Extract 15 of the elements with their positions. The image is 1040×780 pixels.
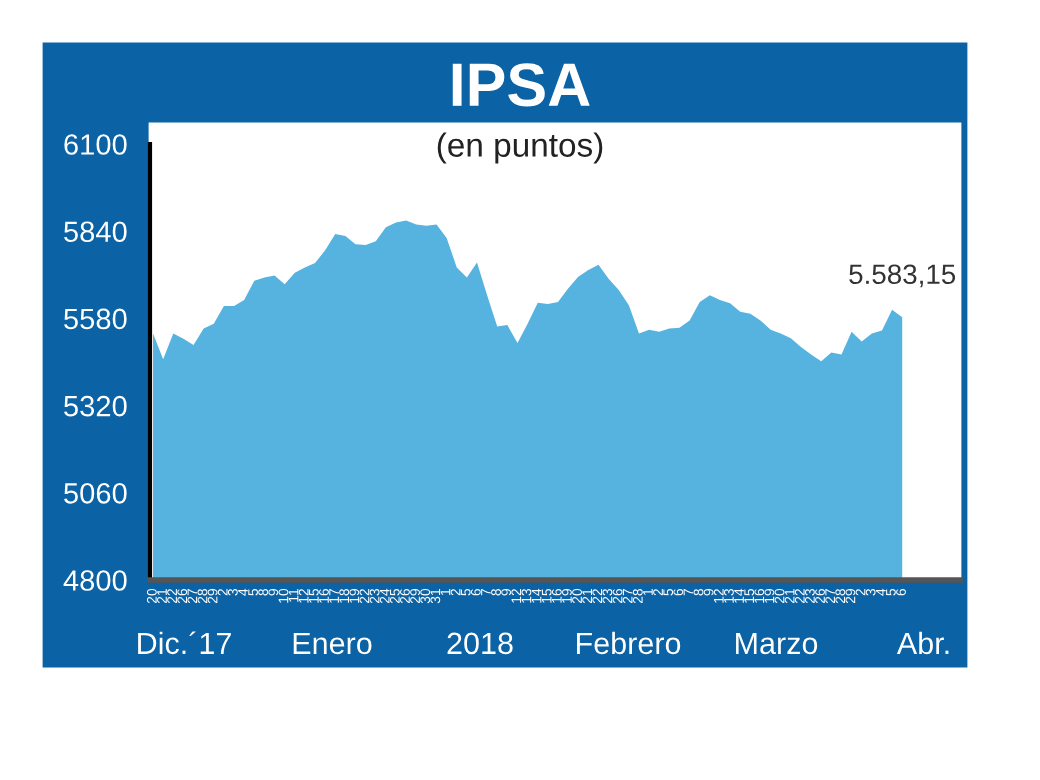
y-tick-label: 5580: [64, 308, 127, 330]
text: Marzo: [736, 632, 818, 655]
text: Enero: [293, 632, 372, 655]
chart-title: IPSA: [452, 63, 590, 107]
y-tick-label: 5060: [64, 483, 127, 504]
y-tick-label: 5320: [64, 395, 127, 417]
y-tick-label: 5840: [64, 221, 127, 243]
text: Abr.: [896, 631, 949, 655]
y-tick-label: 4800: [63, 570, 127, 591]
data-label: 5.583,15: [849, 264, 956, 288]
chart-subtitle: (en puntos): [437, 132, 603, 164]
y-tick-label: 6100: [64, 134, 127, 155]
text: Febrero: [577, 631, 681, 655]
text: 2018: [447, 632, 513, 655]
text: Dic.´17: [138, 631, 231, 655]
